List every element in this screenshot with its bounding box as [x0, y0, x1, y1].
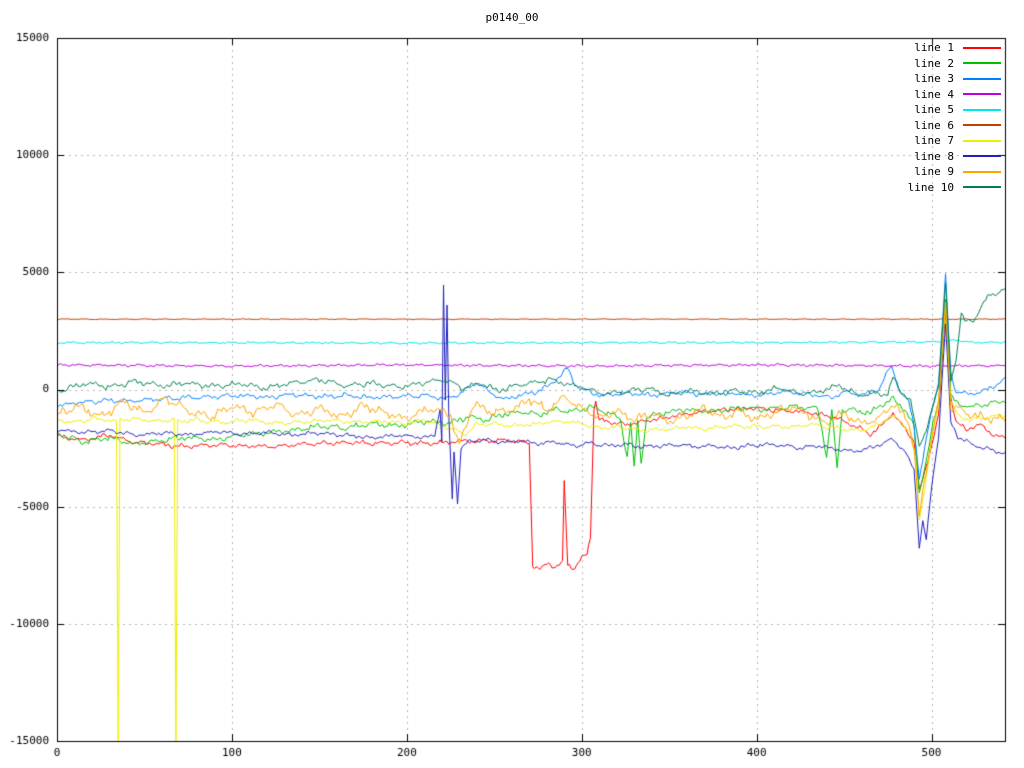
legend-item: line 4	[908, 87, 1001, 103]
chart-title: p0140_00	[485, 11, 539, 24]
legend-swatch	[963, 93, 1001, 96]
legend-swatch	[963, 77, 1001, 80]
legend-swatch	[963, 139, 1001, 142]
legend-item: line 6	[908, 118, 1001, 134]
legend-label: line 3	[914, 72, 954, 86]
legend-swatch	[963, 155, 1001, 158]
legend-label: line 6	[914, 118, 954, 132]
legend-item: line 7	[908, 133, 1001, 149]
legend-item: line 9	[908, 164, 1001, 180]
legend-item: line 8	[908, 149, 1001, 165]
legend-item: line 5	[908, 102, 1001, 118]
legend-swatch	[963, 170, 1001, 173]
legend-label: line 4	[914, 87, 954, 101]
legend: line 1 line 2 line 3 line 4 line 5 line 6 line…	[908, 40, 1001, 195]
legend-label: line 10	[907, 180, 954, 194]
legend-label: line 7	[914, 134, 954, 148]
legend-item: line 10	[908, 180, 1001, 196]
legend-label: line 8	[914, 149, 954, 163]
legend-item: line 3	[908, 71, 1001, 87]
legend-label: line 1	[914, 41, 954, 55]
legend-item: line 1	[908, 40, 1001, 56]
legend-label: line 5	[914, 103, 954, 117]
legend-label: line 9	[914, 165, 954, 179]
legend-item: line 2	[908, 56, 1001, 72]
legend-label: line 2	[914, 56, 954, 70]
legend-swatch	[963, 62, 1001, 65]
legend-swatch	[963, 124, 1001, 127]
legend-swatch	[963, 108, 1001, 111]
legend-swatch	[963, 46, 1001, 49]
legend-swatch	[963, 186, 1001, 189]
